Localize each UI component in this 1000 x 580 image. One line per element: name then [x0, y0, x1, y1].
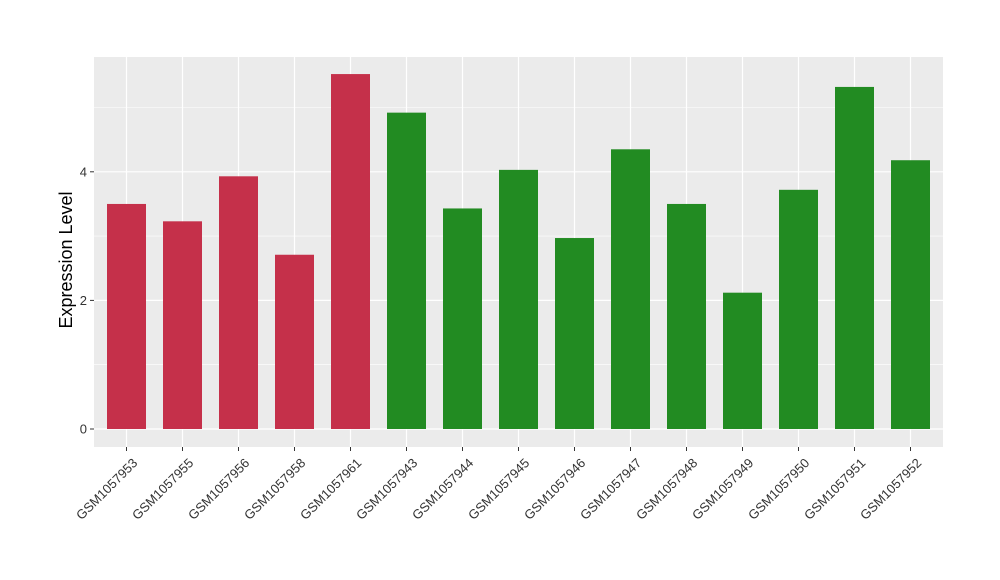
y-tick-label: 0 — [80, 422, 87, 437]
bar — [219, 176, 258, 429]
bar — [331, 74, 370, 430]
bar — [275, 254, 314, 429]
y-axis-title: Expression Level — [56, 191, 76, 328]
bar — [555, 238, 594, 429]
bar — [611, 149, 650, 430]
bar — [107, 203, 146, 429]
bar — [387, 112, 426, 430]
bar — [723, 292, 762, 429]
y-tick-label: 2 — [80, 293, 87, 308]
x-axis: GSM1057953GSM1057955GSM1057956GSM1057958… — [73, 447, 924, 523]
bar — [667, 203, 706, 429]
y-axis: 0 2 4 — [80, 164, 94, 437]
bar — [835, 86, 874, 429]
bars — [107, 74, 930, 430]
bar — [443, 208, 482, 429]
bar — [779, 189, 818, 429]
y-tick-label: 4 — [80, 164, 87, 179]
bar — [891, 160, 930, 429]
bar — [499, 169, 538, 429]
bar — [163, 221, 202, 429]
